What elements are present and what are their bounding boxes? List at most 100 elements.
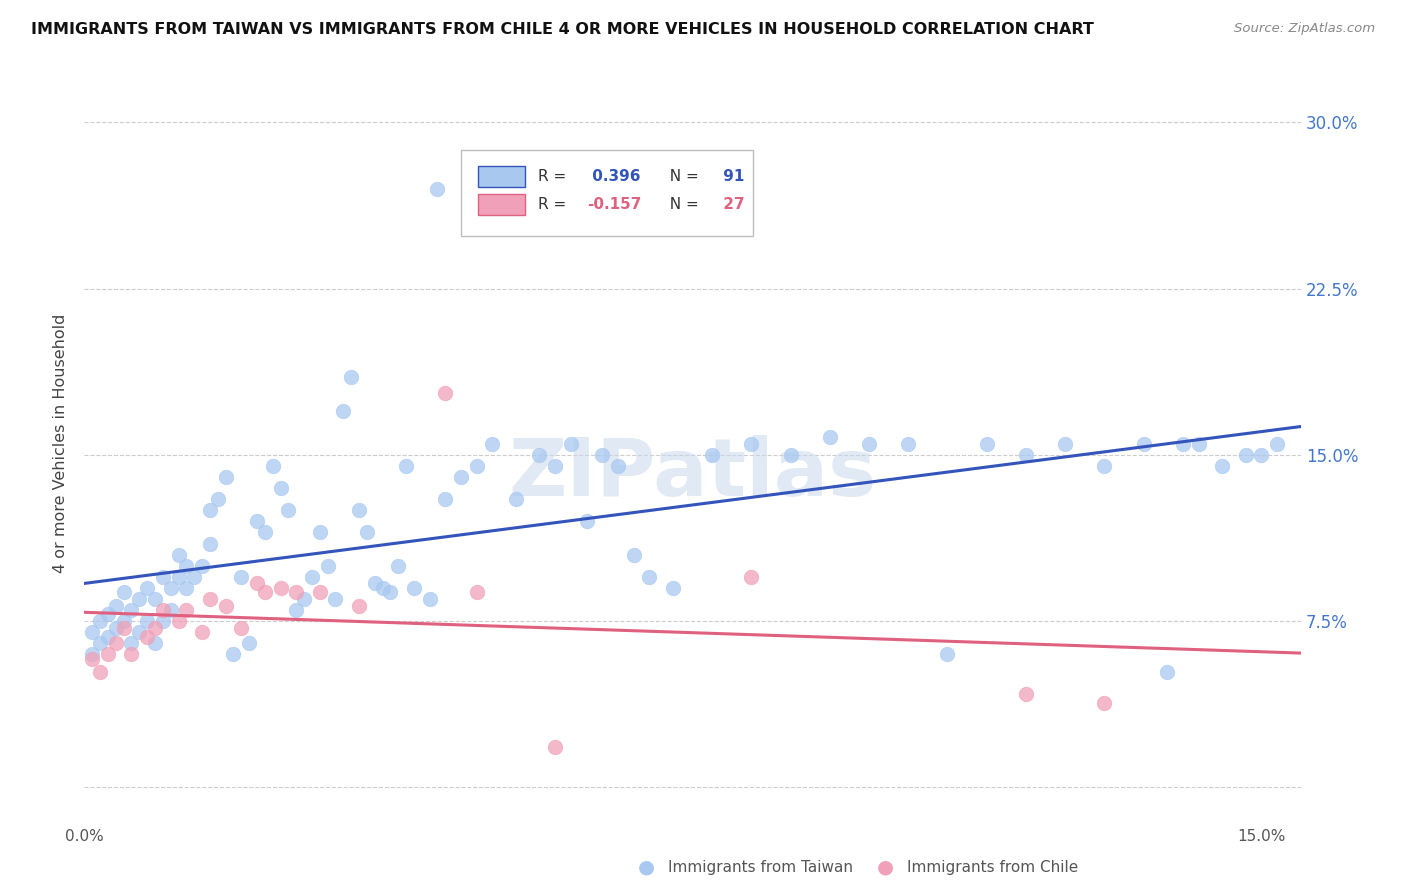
Point: [270, 481, 292, 495]
Point: [191, 558, 214, 573]
FancyBboxPatch shape: [478, 194, 524, 215]
Point: [740, 437, 762, 451]
Point: [89, 636, 111, 650]
Point: [112, 585, 135, 599]
Point: [198, 503, 221, 517]
Text: 91: 91: [718, 169, 744, 184]
Point: [136, 581, 159, 595]
Point: [183, 570, 205, 584]
Text: Immigrants from Taiwan: Immigrants from Taiwan: [668, 860, 853, 874]
Point: [128, 591, 150, 606]
Point: [97, 607, 120, 622]
Point: [380, 585, 402, 599]
Point: [1171, 437, 1194, 451]
Point: [198, 536, 221, 550]
Point: [450, 470, 472, 484]
Point: [112, 621, 135, 635]
Point: [97, 648, 120, 662]
Point: [1054, 437, 1077, 451]
Point: [1234, 448, 1257, 462]
Point: [246, 514, 269, 528]
Point: [89, 614, 111, 628]
Point: [82, 648, 104, 662]
Text: Source: ZipAtlas.com: Source: ZipAtlas.com: [1234, 22, 1375, 36]
Point: [120, 636, 142, 650]
Point: [301, 570, 323, 584]
Point: [198, 591, 221, 606]
Point: [700, 448, 723, 462]
Point: [152, 614, 174, 628]
Text: ZIPatlas: ZIPatlas: [509, 435, 876, 513]
Text: ●: ●: [638, 857, 655, 877]
Point: [253, 525, 276, 540]
Point: [1211, 458, 1233, 473]
Point: [560, 437, 582, 451]
Point: [1265, 437, 1288, 451]
Point: [544, 740, 567, 755]
Text: IMMIGRANTS FROM TAIWAN VS IMMIGRANTS FROM CHILE 4 OR MORE VEHICLES IN HOUSEHOLD : IMMIGRANTS FROM TAIWAN VS IMMIGRANTS FRO…: [31, 22, 1094, 37]
Point: [104, 621, 127, 635]
Point: [434, 492, 457, 507]
Point: [270, 581, 292, 595]
Point: [285, 603, 308, 617]
Text: 27: 27: [718, 197, 745, 212]
Point: [262, 458, 284, 473]
Point: [818, 430, 841, 444]
Point: [222, 648, 245, 662]
Point: [591, 448, 613, 462]
Point: [1092, 458, 1115, 473]
Point: [104, 636, 127, 650]
Point: [419, 591, 441, 606]
Point: [402, 581, 425, 595]
Point: [214, 470, 236, 484]
Point: [207, 492, 229, 507]
Point: [120, 603, 142, 617]
Point: [238, 636, 260, 650]
Point: [1092, 696, 1115, 710]
Point: [89, 665, 111, 679]
Point: [285, 585, 308, 599]
Point: [231, 570, 253, 584]
Point: [159, 603, 181, 617]
Point: [897, 437, 920, 451]
Point: [159, 581, 181, 595]
Point: [191, 625, 214, 640]
Point: [167, 614, 190, 628]
Point: [976, 437, 998, 451]
Point: [120, 648, 142, 662]
Point: [277, 503, 299, 517]
Point: [82, 652, 104, 666]
Point: [529, 448, 551, 462]
Point: [371, 581, 394, 595]
Point: [740, 570, 762, 584]
Point: [340, 370, 363, 384]
Point: [292, 591, 315, 606]
Point: [395, 458, 418, 473]
Point: [325, 591, 347, 606]
Text: N =: N =: [659, 169, 703, 184]
Point: [231, 621, 253, 635]
Point: [387, 558, 409, 573]
Point: [253, 585, 276, 599]
Point: [1015, 448, 1038, 462]
Point: [104, 599, 127, 613]
Point: [176, 558, 198, 573]
Point: [143, 591, 166, 606]
Point: [481, 437, 503, 451]
Point: [575, 514, 598, 528]
Point: [246, 576, 269, 591]
Point: [136, 614, 159, 628]
Y-axis label: 4 or more Vehicles in Household: 4 or more Vehicles in Household: [53, 314, 69, 574]
Point: [112, 614, 135, 628]
Point: [356, 525, 378, 540]
Point: [308, 585, 330, 599]
Point: [465, 585, 488, 599]
FancyBboxPatch shape: [461, 150, 754, 236]
Point: [167, 548, 190, 562]
Point: [214, 599, 236, 613]
Text: -0.157: -0.157: [586, 197, 641, 212]
Point: [332, 403, 354, 417]
Point: [143, 621, 166, 635]
Point: [128, 625, 150, 640]
Point: [143, 636, 166, 650]
